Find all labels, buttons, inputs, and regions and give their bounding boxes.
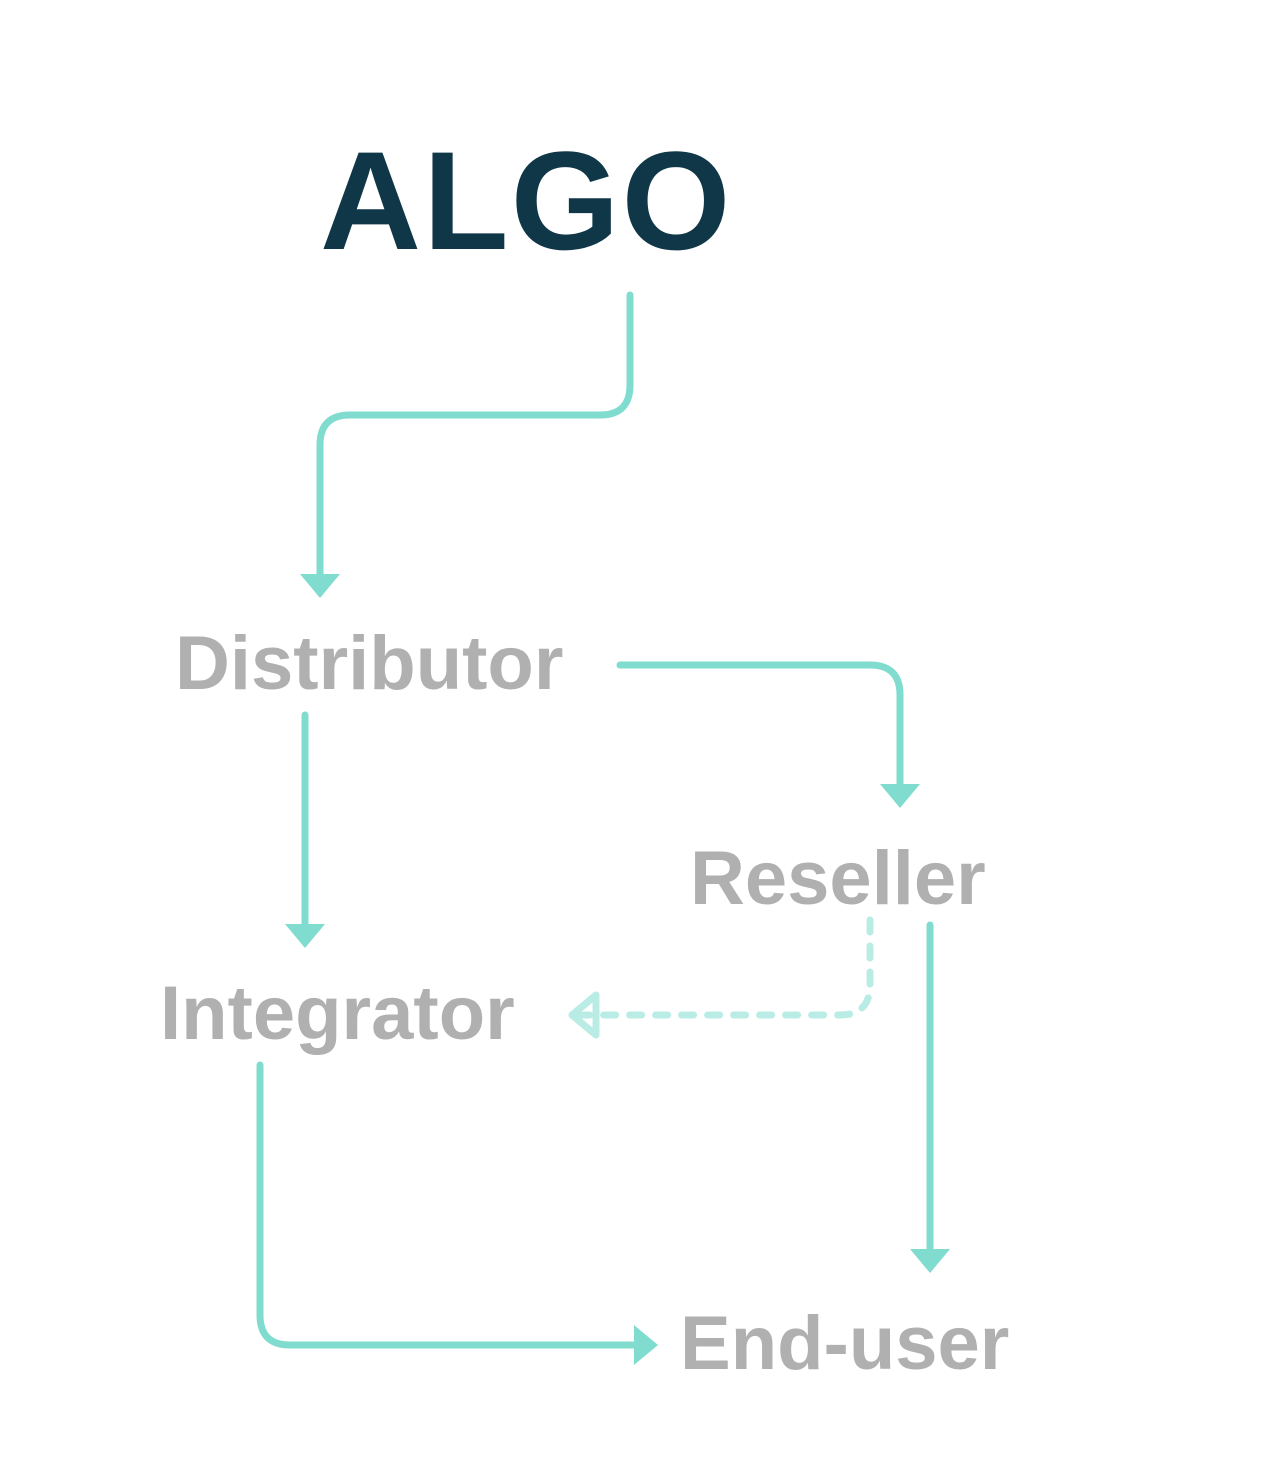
arrowhead-logo-to-distributor — [300, 574, 340, 598]
edge-logo-to-distributor — [320, 295, 630, 590]
arrowhead-reseller-to-enduser — [910, 1249, 950, 1273]
node-enduser: End-user — [680, 1300, 1009, 1387]
edge-distributor-to-reseller — [620, 665, 900, 800]
arrowhead-distributor-to-reseller — [880, 784, 920, 808]
arrowhead-distributor-to-integrator — [285, 924, 325, 948]
logo-text: ALGO — [320, 120, 732, 282]
node-integrator: Integrator — [160, 970, 515, 1057]
edge-reseller-to-integrator — [580, 920, 870, 1015]
arrowhead-reseller-to-integrator — [572, 995, 596, 1035]
flowchart-canvas: ALGO Distributor Reseller Integrator End… — [0, 0, 1262, 1466]
node-reseller: Reseller — [690, 835, 986, 922]
node-distributor: Distributor — [175, 620, 563, 707]
arrowhead-integrator-to-enduser — [634, 1325, 658, 1365]
edge-integrator-to-enduser — [260, 1065, 650, 1345]
